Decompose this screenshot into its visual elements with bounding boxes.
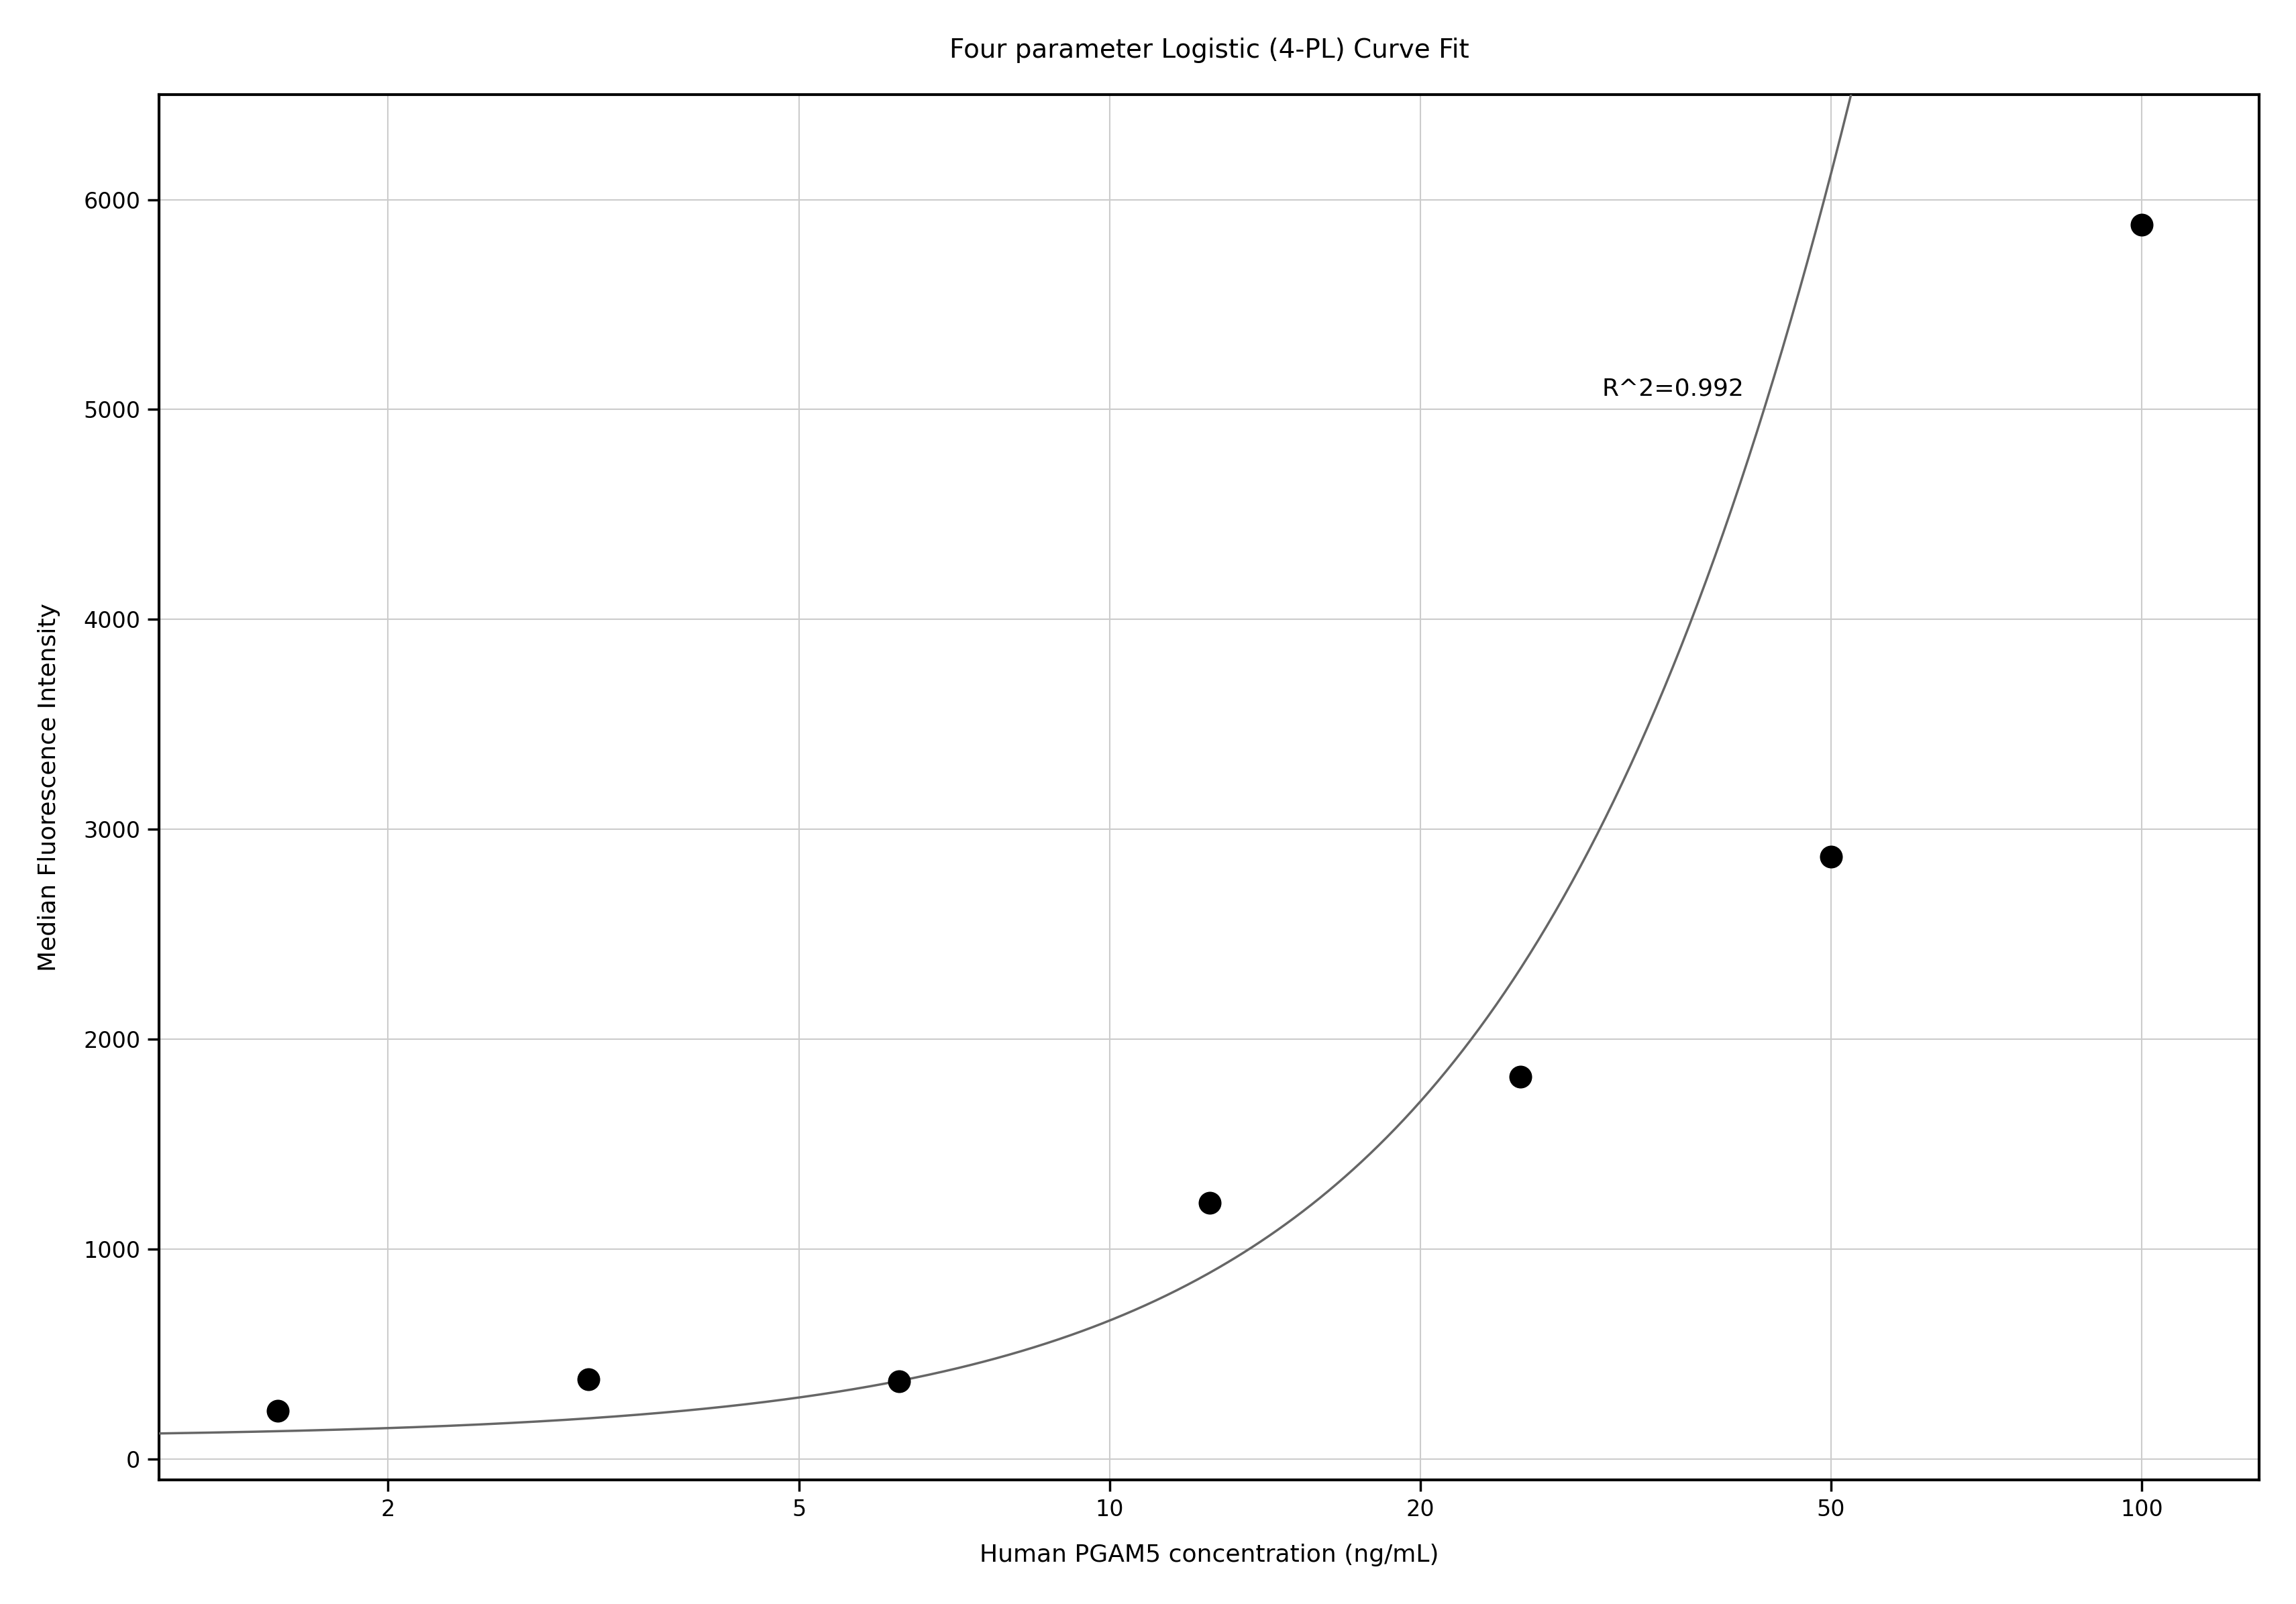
Point: [569, 1367, 606, 1392]
Point: [2124, 212, 2161, 237]
X-axis label: Human PGAM5 concentration (ng/mL): Human PGAM5 concentration (ng/mL): [980, 1545, 1440, 1567]
Point: [1502, 1063, 1538, 1089]
Title: Four parameter Logistic (4-PL) Curve Fit: Four parameter Logistic (4-PL) Curve Fit: [948, 37, 1469, 63]
Point: [1812, 844, 1848, 869]
Text: R^2=0.992: R^2=0.992: [1603, 377, 1743, 399]
Point: [1192, 1190, 1228, 1216]
Point: [879, 1368, 916, 1394]
Y-axis label: Median Fluorescence Intensity: Median Fluorescence Intensity: [37, 603, 60, 972]
Point: [259, 1397, 296, 1423]
